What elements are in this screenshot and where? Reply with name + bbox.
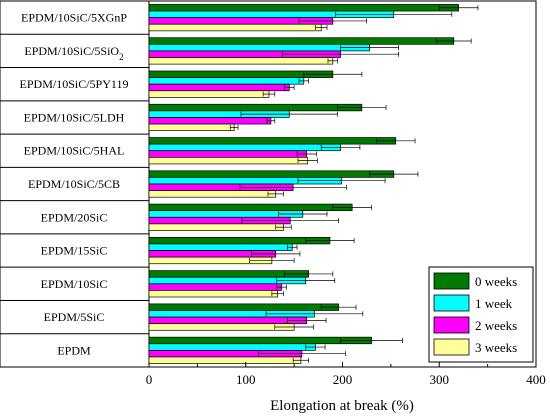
- bar: [148, 43, 370, 52]
- bar: [148, 156, 309, 165]
- bar: [148, 283, 282, 291]
- bar: [148, 170, 395, 178]
- x-tick-label: 300: [430, 372, 450, 387]
- bar: [148, 83, 290, 92]
- bar: [148, 203, 353, 212]
- category-label: EPDM: [57, 343, 91, 357]
- bar: [148, 290, 279, 298]
- bar: [148, 117, 272, 125]
- bar: [148, 243, 293, 251]
- category-label: EPDM/10SiC/5PY119: [20, 77, 129, 91]
- bar: [148, 77, 305, 85]
- category-label: EPDM/10SiC/5LDH: [24, 110, 125, 124]
- x-axis-title: Elongation at break (%): [270, 398, 414, 414]
- bar: [148, 103, 363, 112]
- x-tick-label: 100: [236, 372, 256, 387]
- category-label: EPDM/10SiC/5XGnP: [21, 11, 127, 25]
- bar: [148, 190, 277, 198]
- bar: [148, 143, 341, 152]
- legend-label: 1 week: [475, 296, 513, 311]
- legend-label: 2 weeks: [475, 318, 517, 333]
- bar: [148, 4, 459, 12]
- bar: [148, 23, 322, 32]
- bar: [148, 303, 339, 311]
- category-label: EPDM/10SiC/5HAL: [24, 144, 125, 158]
- category-label: EPDM/15SiC: [41, 244, 108, 258]
- bar: [148, 137, 397, 145]
- legend: 0 weeks 1 week 2 weeks 3 weeks: [428, 266, 534, 363]
- legend-swatch: [433, 316, 470, 334]
- error-bars: [229, 5, 479, 363]
- bar: [148, 356, 302, 364]
- x-axis: 0 100 200 300 400: [146, 362, 546, 387]
- bar: [148, 223, 284, 231]
- bars: [148, 4, 459, 364]
- category-label-box: EPDM/10SiC/5XGnP EPDM/10SiC/5SiO2 EPDM/10S…: [0, 1, 150, 367]
- category-label: EPDM/5SiC: [44, 310, 105, 324]
- legend-label: 3 weeks: [475, 340, 517, 355]
- bar: [148, 236, 331, 245]
- bar: [148, 123, 235, 132]
- legend-label: 0 weeks: [475, 274, 517, 289]
- bar: [148, 37, 455, 45]
- x-tick-label: 200: [333, 372, 353, 387]
- category-label: EPDM/10SiC/5CB: [28, 177, 120, 191]
- bar: [148, 343, 316, 351]
- bar: [148, 336, 372, 345]
- x-tick-label: 0: [146, 372, 153, 387]
- bar: [148, 57, 334, 65]
- legend-swatch: [433, 338, 470, 356]
- category-label: EPDM/10SiC: [41, 277, 108, 291]
- plot-frame: [0, 0, 537, 368]
- bar: [148, 90, 270, 98]
- legend-swatch: [433, 294, 470, 312]
- x-tick-label: 400: [526, 372, 546, 387]
- bar: [148, 316, 308, 325]
- bar: [148, 150, 308, 158]
- bar: [148, 323, 295, 331]
- category-label: EPDM/20SiC: [41, 210, 108, 224]
- category-label: EPDM/10SiC/5SiO2: [24, 44, 123, 62]
- legend-swatch: [433, 272, 470, 290]
